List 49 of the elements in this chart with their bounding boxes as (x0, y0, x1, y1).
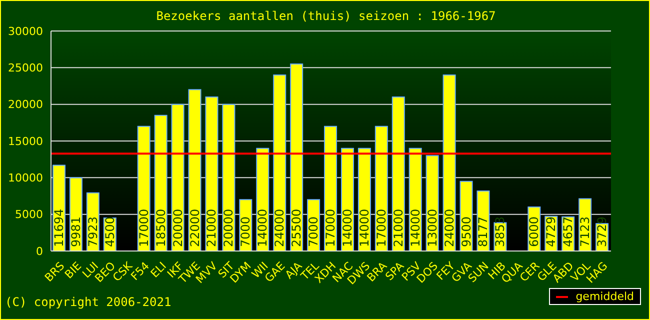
y-tick-label: 25000 (8, 62, 43, 75)
data-label: 22000 (188, 208, 202, 247)
data-label: 7000 (238, 216, 253, 247)
data-label: 8177 (476, 216, 490, 247)
data-label: 21000 (391, 208, 406, 247)
data-label: 14000 (256, 208, 270, 247)
data-label: 7000 (306, 216, 321, 247)
data-label: 20000 (170, 208, 185, 247)
bar (205, 96, 218, 251)
data-label: 7123 (578, 216, 592, 247)
data-label: 14000 (340, 208, 354, 247)
data-label: 7923 (86, 216, 100, 247)
bar (290, 64, 304, 251)
bar (222, 104, 236, 251)
y-tick-label: 15000 (8, 134, 43, 148)
data-label: 6000 (527, 216, 542, 247)
chart-title: Bezoekers aantallen (thuis) seizoen : 1966-1967 (155, 9, 497, 23)
data-label: 11694 (52, 208, 66, 247)
bar (188, 89, 202, 251)
text: (C) copyright 2006-2021 (5, 295, 172, 309)
data-label: 13000 (425, 208, 440, 247)
data-label: 25500 (290, 208, 304, 247)
y-tick-label: 5000 (15, 208, 43, 222)
data-label: 4500 (102, 216, 117, 247)
y-tick-label: 0 (36, 244, 43, 258)
y-tick-label: 10000 (8, 172, 43, 185)
data-label: 9981 (68, 216, 83, 247)
data-label: 18500 (154, 208, 168, 247)
data-label: 14000 (357, 208, 372, 247)
data-label: 4729 (544, 216, 558, 247)
data-label: 24000 (442, 208, 456, 247)
data-label: 21000 (204, 208, 219, 247)
bar (171, 104, 184, 251)
y-tick-label: 30000 (8, 24, 43, 38)
data-label: 24000 (272, 208, 287, 247)
data-label: 14000 (408, 208, 422, 247)
data-label: 17000 (324, 208, 338, 247)
data-label: 3853 (493, 216, 508, 247)
data-label: 4657 (561, 216, 576, 247)
bar (273, 74, 286, 251)
data-label: 3729 (595, 216, 610, 247)
y-tick-label: 20000 (8, 98, 43, 112)
data-label: 17000 (374, 208, 388, 247)
bar (392, 96, 405, 251)
legend-label: gemiddeld (576, 290, 634, 303)
data-label: 9500 (459, 216, 474, 247)
data-label: 20000 (222, 208, 236, 247)
data-label: 17000 (136, 208, 151, 247)
bar (442, 74, 456, 251)
